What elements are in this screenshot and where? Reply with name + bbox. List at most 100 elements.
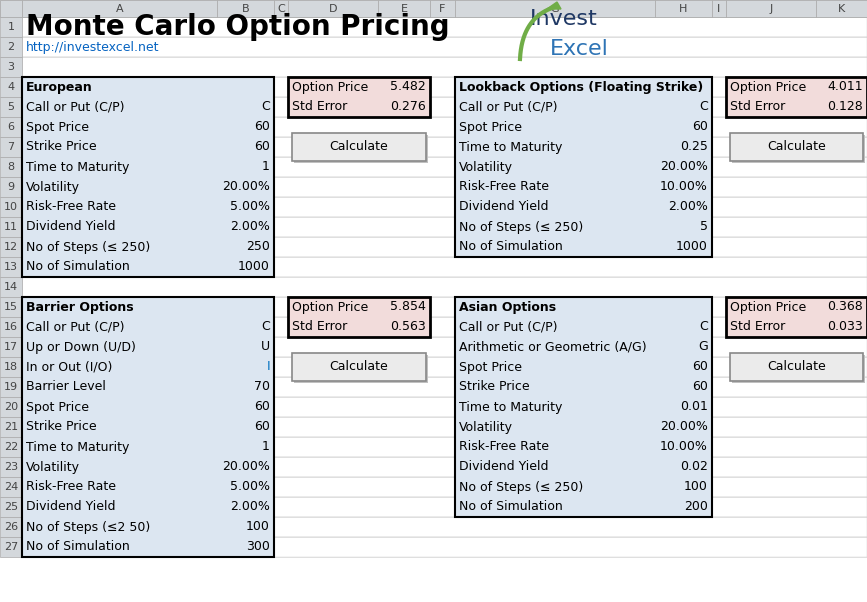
Text: No of Steps (≤ 250): No of Steps (≤ 250): [459, 480, 583, 494]
Text: 1000: 1000: [676, 241, 708, 253]
Bar: [0, 457, 22, 477]
Text: Risk-Free Rate: Risk-Free Rate: [459, 181, 549, 193]
Text: E: E: [401, 4, 407, 13]
Text: Asian Options: Asian Options: [459, 300, 556, 314]
Text: 100: 100: [246, 521, 270, 533]
Text: 60: 60: [692, 120, 708, 134]
Text: 25: 25: [4, 502, 18, 512]
Bar: [0, 57, 22, 77]
Text: Calculate: Calculate: [767, 140, 826, 154]
Bar: [22, 137, 274, 157]
Bar: [455, 157, 712, 177]
Bar: [22, 457, 274, 477]
Bar: [294, 355, 428, 383]
Bar: [22, 217, 274, 237]
Text: 6: 6: [8, 122, 15, 132]
Text: B: B: [242, 4, 250, 13]
Text: H: H: [680, 4, 688, 13]
Text: Call or Put (C/P): Call or Put (C/P): [26, 101, 125, 114]
Bar: [0, 417, 22, 437]
Bar: [430, 0, 455, 17]
Bar: [655, 0, 712, 17]
Text: 9: 9: [8, 182, 15, 192]
Text: C: C: [261, 101, 270, 114]
Bar: [455, 117, 712, 137]
Bar: [0, 37, 22, 57]
Text: 5.854: 5.854: [390, 300, 426, 314]
Text: 100: 100: [684, 480, 708, 494]
Bar: [0, 277, 22, 297]
Text: No of Steps (≤ 250): No of Steps (≤ 250): [459, 220, 583, 234]
Text: Option Price: Option Price: [730, 300, 806, 314]
Text: 5.482: 5.482: [390, 81, 426, 93]
Text: 23: 23: [4, 462, 18, 472]
Bar: [22, 377, 274, 397]
Text: Dividend Yield: Dividend Yield: [26, 220, 115, 234]
Text: Barrier Options: Barrier Options: [26, 300, 134, 314]
Bar: [455, 417, 712, 437]
Text: 1: 1: [262, 161, 270, 173]
Bar: [22, 257, 274, 277]
Bar: [0, 257, 22, 277]
Bar: [0, 517, 22, 537]
Text: 300: 300: [246, 541, 270, 553]
Text: C: C: [700, 101, 708, 114]
Text: 20.00%: 20.00%: [222, 181, 270, 193]
Bar: [732, 355, 865, 383]
Text: G: G: [551, 4, 559, 13]
Text: No of Steps (≤ 250): No of Steps (≤ 250): [26, 241, 150, 253]
Bar: [22, 457, 867, 477]
Bar: [288, 77, 430, 117]
Text: Call or Put (C/P): Call or Put (C/P): [26, 320, 125, 334]
Text: Barrier Level: Barrier Level: [26, 380, 106, 394]
Bar: [22, 497, 867, 517]
Text: 0.033: 0.033: [827, 320, 863, 334]
Text: No of Simulation: No of Simulation: [459, 500, 563, 514]
Text: 60: 60: [692, 380, 708, 394]
Bar: [288, 297, 430, 337]
Bar: [22, 517, 867, 537]
Bar: [292, 133, 426, 161]
Text: http://investexcel.net: http://investexcel.net: [26, 40, 160, 54]
Bar: [0, 0, 867, 17]
Text: 5.00%: 5.00%: [230, 200, 270, 214]
Text: Time to Maturity: Time to Maturity: [459, 400, 563, 414]
Bar: [22, 177, 867, 197]
Text: Time to Maturity: Time to Maturity: [26, 161, 129, 173]
Text: 19: 19: [4, 382, 18, 392]
Bar: [0, 177, 22, 197]
Bar: [0, 377, 22, 397]
Text: In or Out (I/O): In or Out (I/O): [26, 361, 113, 373]
Bar: [0, 437, 22, 457]
Text: Option Price: Option Price: [292, 81, 368, 93]
Text: 20: 20: [4, 402, 18, 412]
Bar: [455, 0, 655, 17]
Text: 2: 2: [8, 42, 15, 52]
Text: 13: 13: [4, 262, 18, 272]
Bar: [22, 337, 867, 357]
Bar: [22, 277, 867, 297]
Bar: [0, 97, 22, 117]
Bar: [455, 357, 712, 377]
Text: Strike Price: Strike Price: [26, 140, 96, 154]
Bar: [0, 77, 22, 97]
Bar: [22, 117, 867, 137]
Text: 60: 60: [254, 400, 270, 414]
Text: 4.011: 4.011: [827, 81, 863, 93]
Text: 60: 60: [254, 120, 270, 134]
Text: 1: 1: [8, 22, 15, 32]
Text: No of Simulation: No of Simulation: [459, 241, 563, 253]
Bar: [22, 177, 274, 197]
Text: 2.00%: 2.00%: [230, 500, 270, 514]
Text: 60: 60: [254, 140, 270, 154]
Bar: [0, 397, 22, 417]
Text: U: U: [261, 341, 270, 353]
Bar: [22, 57, 867, 77]
Text: 0.368: 0.368: [827, 300, 863, 314]
Text: Option Price: Option Price: [292, 300, 368, 314]
Bar: [22, 117, 274, 137]
Text: Calculate: Calculate: [329, 361, 388, 373]
Text: Std Error: Std Error: [730, 101, 786, 114]
Bar: [22, 97, 867, 117]
Bar: [22, 97, 274, 117]
